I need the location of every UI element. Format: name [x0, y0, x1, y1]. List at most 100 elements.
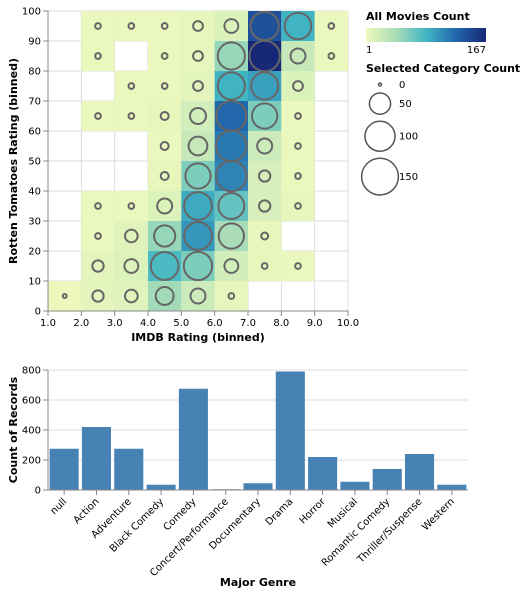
heatmap-cell	[115, 101, 148, 131]
heatmap-y-tick-label: 100	[22, 7, 41, 18]
heatmap-cell	[148, 281, 181, 311]
bar-y-tick-label: 0	[35, 486, 41, 497]
heatmap-cell	[148, 71, 181, 101]
heatmap-cell	[148, 191, 181, 221]
color-legend-max: 167	[467, 45, 486, 56]
heatmap-cell	[215, 11, 248, 41]
bar-8	[308, 457, 337, 490]
bar-x-tick-label: Western	[420, 496, 457, 533]
heatmap-x-ticks: 1.0 2.0 3.0 4.0 5.0 6.0 7.0 8.0 9.0 10.0	[40, 311, 359, 329]
heatmap-x-tick-label: 8.0	[273, 318, 289, 329]
heatmap-cell	[215, 71, 248, 101]
heatmap-y-tick-label: 0	[35, 307, 41, 318]
heatmap-cell	[115, 71, 148, 101]
size-legend-items: 0 50 100 150	[362, 80, 418, 195]
heatmap-cell	[181, 131, 214, 161]
heatmap-y-tick-label: 40	[28, 187, 41, 198]
heatmap-x-tick-label: 6.0	[207, 318, 223, 329]
heatmap-x-tick-label: 3.0	[107, 318, 123, 329]
size-legend-symbol	[362, 158, 399, 195]
heatmap-cell	[281, 41, 314, 71]
heatmap-cell	[115, 191, 148, 221]
heatmap-y-tick-label: 80	[28, 67, 41, 78]
heatmap-y-ticks: 0 10 20 30 40 50 60 70 80 90 100	[22, 7, 48, 318]
size-legend-symbol	[379, 83, 382, 86]
heatmap-y-tick-label: 10	[28, 277, 41, 288]
heatmap-cell	[181, 251, 214, 281]
heatmap-x-tick-label: 1.0	[40, 318, 56, 329]
heatmap-cell	[248, 71, 281, 101]
bar-7	[276, 372, 305, 491]
size-legend-label: 150	[399, 172, 418, 183]
heatmap-cell	[148, 251, 181, 281]
heatmap-x-axis-title: IMDB Rating (binned)	[131, 331, 265, 344]
heatmap-cell	[281, 191, 314, 221]
bar-y-tick-label: 400	[22, 426, 41, 437]
heatmap-cell	[181, 281, 214, 311]
heatmap-cell	[81, 101, 114, 131]
heatmap-cell	[81, 11, 114, 41]
bar-2	[114, 449, 143, 490]
size-legend-label: 50	[399, 99, 412, 110]
heatmap-y-tick-label: 30	[28, 217, 41, 228]
heatmap-y-tick-label: 60	[28, 127, 41, 138]
heatmap-cell	[215, 41, 248, 71]
heatmap-cell	[48, 281, 81, 311]
heatmap-cell	[215, 281, 248, 311]
bar-x-tick-label: null	[49, 496, 70, 517]
heatmap-cell	[181, 221, 214, 251]
heatmap-cell	[181, 11, 214, 41]
heatmap-cell	[148, 161, 181, 191]
bar-11	[405, 454, 434, 490]
heatmap-cell	[281, 11, 314, 41]
bar-10	[373, 469, 402, 490]
heatmap-cell	[248, 221, 281, 251]
heatmap-x-tick-label: 4.0	[140, 318, 156, 329]
size-legend-label: 0	[399, 80, 405, 91]
bar-y-tick-label: 200	[22, 456, 41, 467]
heatmap-y-tick-label: 70	[28, 97, 41, 108]
heatmap-cell	[315, 41, 348, 71]
heatmap-cell	[181, 41, 214, 71]
heatmap-cell	[81, 251, 114, 281]
heatmap-cell	[215, 251, 248, 281]
bar-y-axis-title: Count of Records	[7, 376, 20, 483]
bar-12	[437, 485, 466, 490]
bar-x-tick-label: Thriller/Suspense	[355, 496, 425, 566]
bar-bars	[50, 372, 467, 491]
color-legend-title: All Movies Count	[366, 10, 470, 23]
heatmap-cell	[248, 131, 281, 161]
size-legend-label: 100	[399, 132, 418, 143]
heatmap-cell	[115, 251, 148, 281]
bar-1	[82, 427, 111, 490]
bar-0	[50, 449, 79, 490]
bar-x-tick-label: Drama	[264, 496, 296, 528]
heatmap-cell	[248, 251, 281, 281]
heatmap-cell	[148, 41, 181, 71]
size-legend-title: Selected Category Count	[366, 62, 520, 75]
heatmap-cell	[115, 11, 148, 41]
bar-x-tick-label: Horror	[298, 496, 329, 527]
heatmap-y-tick-label: 50	[28, 157, 41, 168]
heatmap-x-tick-label: 2.0	[73, 318, 89, 329]
heatmap-cell	[181, 191, 214, 221]
heatmap-x-tick-label: 9.0	[307, 318, 323, 329]
heatmap-cell	[181, 71, 214, 101]
heatmap-y-tick-label: 20	[28, 247, 41, 258]
bar-3	[147, 485, 176, 490]
heatmap-x-tick-label: 10.0	[337, 318, 359, 329]
heatmap-cell	[115, 221, 148, 251]
heatmap-chart: 1.0 2.0 3.0 4.0 5.0 6.0 7.0 8.0 9.0 10.0 0 10 20 30 4…	[7, 7, 359, 345]
color-legend-min: 1	[366, 45, 372, 56]
bar-y-tick-label: 600	[22, 396, 41, 407]
heatmap-y-tick-label: 90	[28, 37, 41, 48]
heatmap-cell	[315, 11, 348, 41]
bar-4	[179, 389, 208, 490]
bar-6	[243, 483, 272, 490]
bar-x-axis-title: Major Genre	[220, 576, 296, 589]
heatmap-cell	[248, 11, 281, 41]
heatmap-x-tick-label: 7.0	[240, 318, 256, 329]
heatmap-cell	[281, 71, 314, 101]
